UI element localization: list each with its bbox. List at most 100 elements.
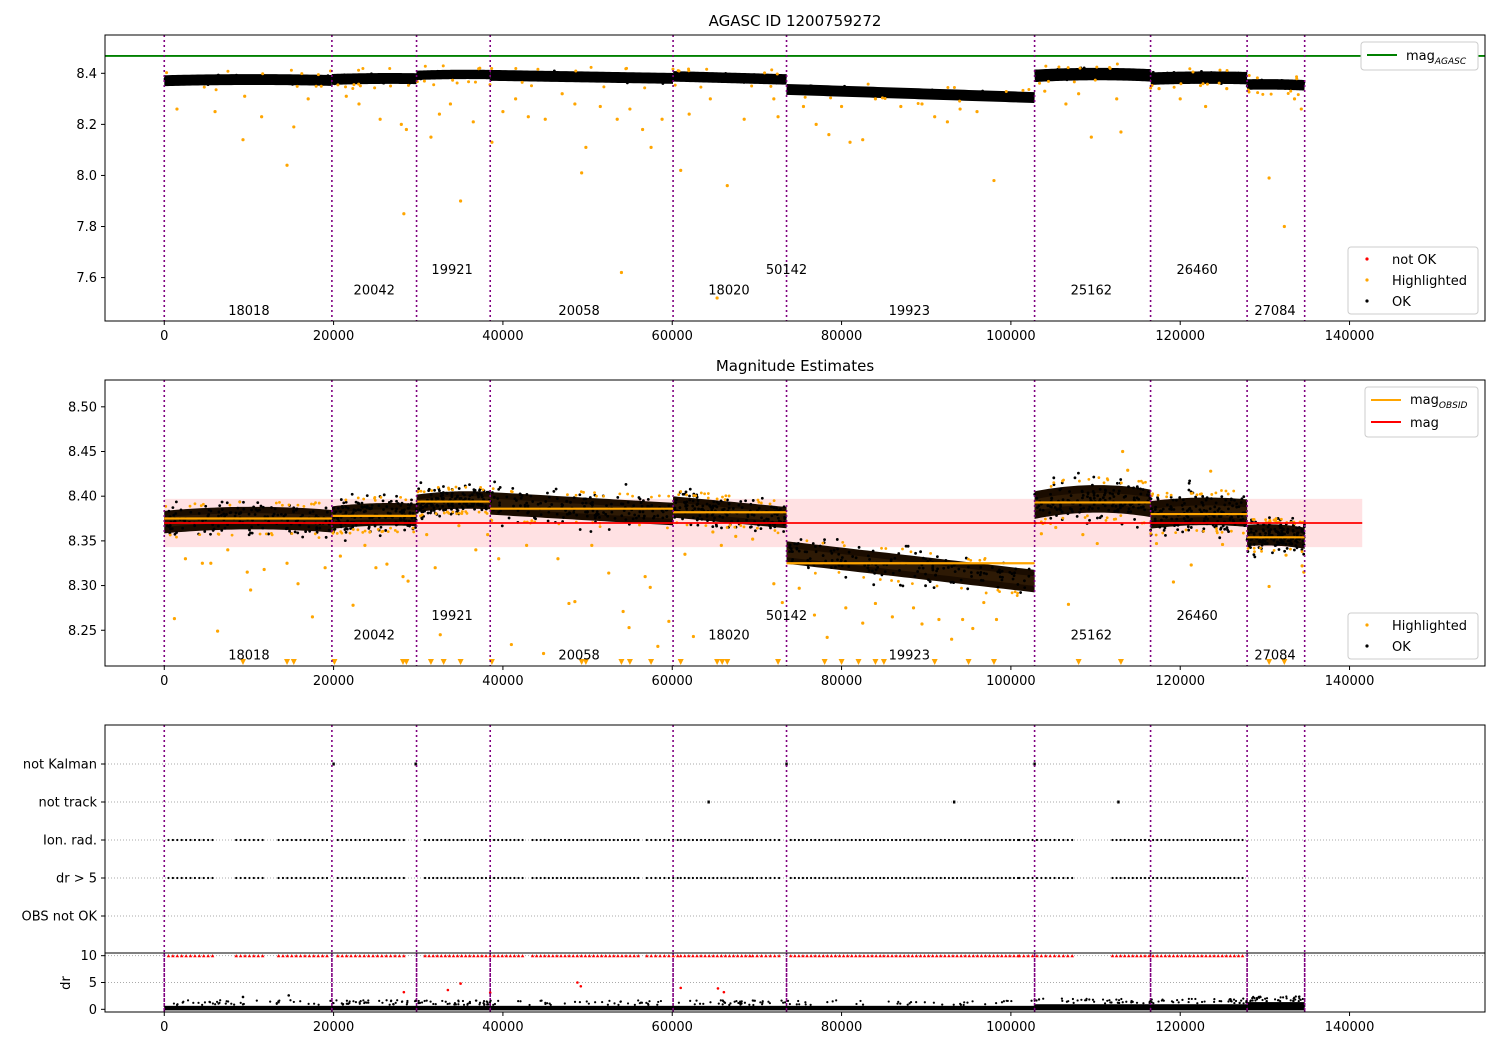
legend-ok-marker [1365,299,1369,303]
highlighted-point [1195,529,1199,532]
flag-mark [915,876,918,880]
ok-point [902,91,906,95]
ok-point [673,516,677,519]
y-tick-label: 8.4 [76,67,97,82]
ok-point [1139,492,1143,496]
ok-point [928,558,932,562]
flag-mark [440,838,443,842]
ok-point [365,494,369,498]
highlighted-point [1015,594,1019,598]
ok-point [1213,510,1217,514]
flag-mark [1233,838,1236,842]
ok-point [362,510,366,514]
ok-point [544,500,548,503]
highlighted-point [1184,528,1188,532]
ok-point [173,532,177,536]
ok-point [749,502,753,506]
flag-mark [976,876,979,880]
flag-mark [814,876,817,880]
dr-clipped-marker [1070,954,1074,958]
ok-point [1126,510,1130,514]
ok-point [1010,572,1014,576]
panel-magnitude-estimates: Magnitude Estimates 18018200421992120058… [68,357,1486,689]
ok-point [1079,507,1083,511]
flag-mark [672,876,675,880]
dr-ok-point [966,1001,969,1004]
legend-highlighted-label: Highlighted [1392,274,1467,289]
dr-clipped-marker [951,954,955,958]
highlighted-point [1115,97,1119,101]
ok-point [1213,505,1217,509]
ok-point [1023,579,1026,583]
highlighted-point [295,84,299,88]
flag-mark [1049,876,1052,880]
dr-ok-point [1187,997,1190,1001]
ok-point [616,495,620,499]
ok-point [1117,492,1120,495]
ok-point [788,550,791,554]
flag-mark [456,876,459,880]
ok-point [899,583,902,587]
ok-point [525,501,529,505]
ok-point [808,557,812,561]
ok-point [1158,525,1162,529]
ok-point [1191,75,1195,79]
flag-mark [1044,838,1047,842]
dr-ok-point [468,1000,472,1003]
flag-mark [555,838,559,842]
dr-ok-point [1110,1001,1113,1004]
dr-clipped-marker [772,954,777,958]
ok-point [1302,552,1306,556]
ok-point [1000,95,1004,99]
highlighted-point [1225,69,1229,73]
offscale-marker [331,659,338,665]
ok-point [1088,505,1092,509]
ok-point [527,510,530,514]
ok-point [256,501,260,505]
ok-point [163,77,167,81]
highlighted-point [317,536,321,539]
ok-point [458,502,461,506]
ok-point [1121,70,1124,74]
ok-point [1066,498,1070,502]
ok-point [1209,71,1213,74]
highlighted-point [1043,517,1047,521]
ok-point [851,555,855,558]
ok-point [242,500,245,504]
dr-clipped-marker [1043,954,1048,958]
ok-point [639,501,643,505]
offscale-marker [855,659,862,665]
ok-point [989,96,993,100]
highlighted-point [296,582,300,586]
dr-ok-point [478,1003,481,1006]
dr-ok-point [1115,998,1118,1001]
highlighted-point [1289,89,1293,93]
ok-point [1186,515,1190,519]
ok-point [1141,505,1145,509]
dr-ok-point [1065,1000,1068,1003]
ok-point [1298,526,1301,530]
flag-mark [939,876,942,880]
ok-point [308,529,312,533]
ok-point [751,499,755,502]
dr-ok-point [1301,997,1304,1001]
dr-ok-point [1285,997,1288,1000]
highlighted-point [1169,493,1173,497]
flag-mark [484,876,488,880]
dr-clipped-marker [975,954,980,958]
flag-mark [539,876,542,880]
highlighted-point [422,490,426,494]
highlighted-point [1141,481,1145,485]
ok-point [267,532,270,536]
dr-ok-point [1264,997,1267,1000]
highlighted-point [317,501,321,505]
flag-mark [1168,876,1171,880]
ok-point [1247,531,1251,535]
obsid-label: 19921 [431,263,472,278]
dr-ok-point [367,999,370,1002]
highlighted-point [336,83,340,87]
dr-ok-point [313,1002,316,1005]
ok-point [275,79,279,83]
highlighted-point [982,600,986,605]
ok-point [931,564,935,568]
